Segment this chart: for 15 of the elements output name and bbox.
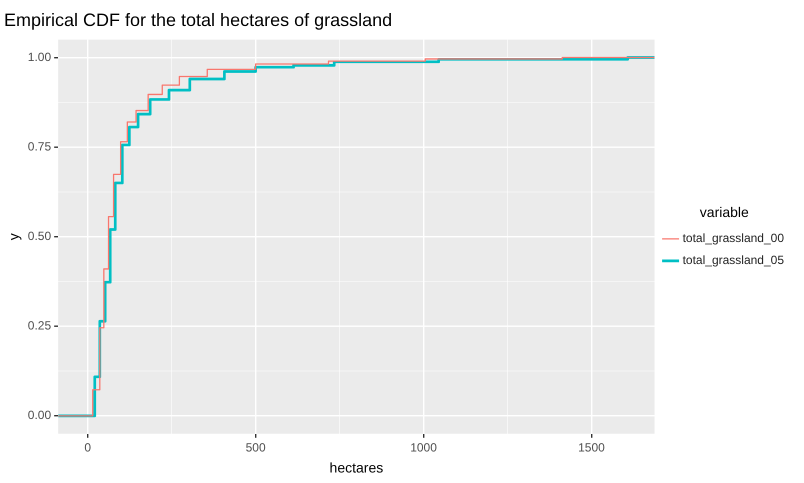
y-tick-label: 0.75	[28, 139, 52, 154]
y-tick-label: 0.25	[28, 318, 52, 333]
legend-label: total_grassland_00	[682, 231, 784, 246]
x-tick-label: 0	[84, 440, 92, 454]
y-tick-label: 0.00	[28, 408, 52, 422]
x-tick-label: 1500	[578, 440, 606, 454]
legend-title: variable	[700, 204, 750, 220]
y-tick-label: 0.50	[28, 229, 52, 244]
y-axis-title: y	[5, 233, 22, 240]
x-tick-label: 500	[246, 440, 266, 454]
x-tick-label: 1000	[410, 440, 438, 454]
x-axis-title: hectares	[330, 459, 384, 476]
chart-title: Empirical CDF for the total hectares of grassland	[4, 10, 392, 30]
y-tick-label: 1.00	[28, 50, 52, 64]
legend-label: total_grassland_05	[682, 253, 784, 268]
